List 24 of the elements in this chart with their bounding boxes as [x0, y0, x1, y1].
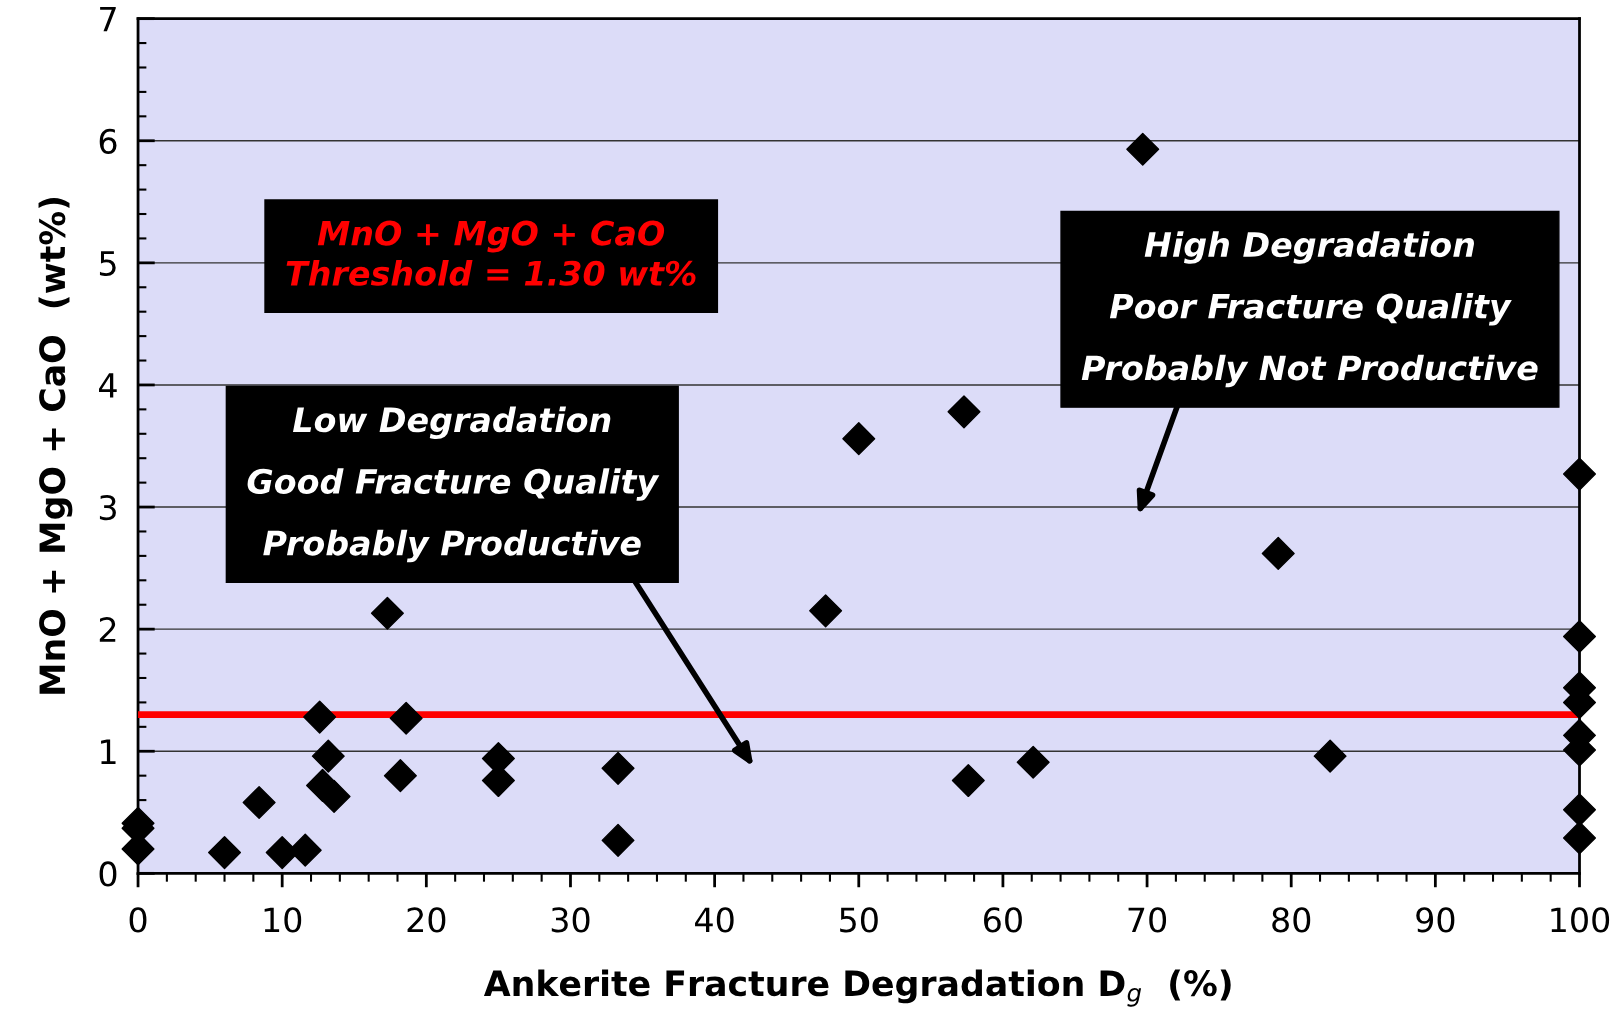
x-tick-label: 20: [407, 907, 446, 933]
annotation: High Degradation Poor Fracture Quality Probably Not Productive: [1081, 231, 1538, 388]
x-tick-label: 30: [551, 907, 590, 933]
x-tick-label: 60: [984, 907, 1022, 933]
y-tick-label: 0: [99, 861, 117, 887]
x-tick-label: 70: [1128, 907, 1167, 933]
annotation: Low Degradation Good Fracture Quality Probably Productive: [247, 406, 660, 563]
y-axis-title: MnO + MgO + CaO (wt%): [38, 197, 73, 694]
x-tick-label: 0: [129, 907, 147, 933]
y-tick-label: 1: [101, 739, 116, 764]
x-tick-label: 100: [1551, 907, 1610, 933]
y-tick-label: 4: [99, 373, 117, 398]
x-tick-label: 90: [1416, 907, 1455, 933]
y-tick-label: 5: [99, 251, 116, 276]
x-tick-label: 40: [695, 907, 734, 933]
y-tick-label: 2: [99, 617, 116, 642]
x-tick-label: 80: [1272, 907, 1311, 933]
y-tick-label: 3: [99, 494, 116, 521]
y-tick-label: 6: [99, 128, 117, 154]
x-tick-label: 50: [840, 907, 878, 933]
x-tick-label: 10: [264, 907, 302, 933]
x-axis-title: Ankerite Fracture Degradation D$_{g}$ (%): [483, 969, 1231, 1007]
y-tick-label: 7: [100, 7, 116, 32]
ref-line-label: MnO + MgO + CaO Threshold = 1.30 wt%: [286, 220, 696, 286]
